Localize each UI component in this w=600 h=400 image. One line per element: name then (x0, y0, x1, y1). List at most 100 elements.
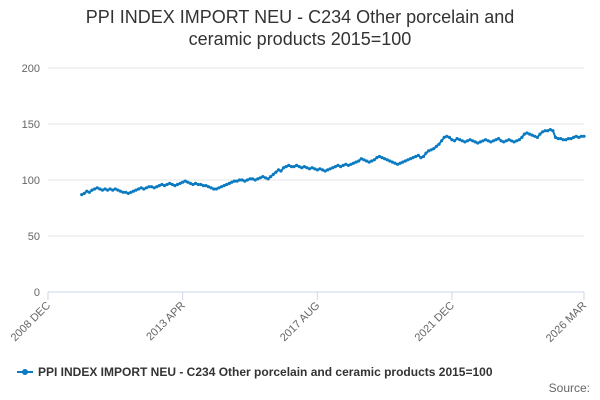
data-point (144, 186, 148, 190)
data-point (157, 184, 161, 188)
data-point (305, 166, 309, 170)
data-point (437, 142, 441, 146)
legend-line-marker-icon (17, 367, 33, 377)
data-point (168, 181, 172, 185)
data-point (235, 179, 239, 183)
data-point (478, 140, 482, 144)
data-point (367, 160, 371, 164)
source-credit[interactable]: Source: (548, 381, 590, 395)
data-point (261, 175, 265, 179)
data-point (359, 157, 363, 161)
data-point (515, 139, 519, 143)
data-point (191, 182, 195, 187)
data-point (546, 129, 550, 133)
data-point (87, 190, 91, 194)
data-point (336, 163, 340, 167)
data-point (525, 131, 529, 135)
data-point (222, 184, 226, 188)
data-point (230, 180, 234, 184)
data-point (186, 180, 190, 184)
data-point (380, 156, 384, 160)
data-point (183, 179, 187, 183)
data-point (204, 184, 208, 188)
data-point (364, 159, 369, 163)
legend[interactable]: PPI INDEX IMPORT NEU - C234 Other porcel… (17, 365, 493, 379)
y-tick-label: 150 (22, 119, 40, 131)
data-point (300, 166, 304, 170)
data-point (276, 168, 281, 172)
data-point (85, 189, 89, 193)
data-point (313, 167, 317, 171)
data-point (486, 139, 490, 143)
data-point (126, 191, 130, 195)
data-point (357, 159, 361, 163)
data-point (564, 138, 568, 142)
data-point (170, 182, 174, 187)
data-point (561, 138, 565, 142)
data-point (465, 139, 470, 143)
data-point (458, 138, 462, 142)
data-point (499, 139, 503, 143)
data-point (323, 169, 327, 173)
data-point (116, 188, 120, 192)
data-point (497, 137, 501, 141)
data-point (219, 185, 224, 189)
data-point (476, 141, 480, 145)
data-point (155, 185, 159, 189)
data-point (447, 135, 451, 139)
data-point (121, 190, 125, 194)
data-point (577, 135, 581, 139)
data-point (489, 140, 493, 144)
data-point (266, 177, 270, 181)
data-point (124, 190, 128, 194)
data-point (162, 184, 167, 188)
x-tick-label: 2008 DEC (9, 300, 53, 344)
data-point (517, 138, 521, 142)
data-point (108, 187, 112, 191)
data-point (351, 161, 356, 165)
data-point (194, 181, 198, 185)
data-point (579, 134, 584, 138)
x-tick-label: 2026 MAR (544, 300, 589, 345)
data-point (232, 179, 236, 183)
data-point (543, 129, 547, 133)
data-point (209, 186, 213, 190)
data-point (509, 139, 514, 143)
data-point (434, 144, 438, 148)
data-point (398, 161, 402, 165)
data-point (214, 187, 218, 191)
data-point (377, 154, 381, 159)
data-point (383, 157, 387, 161)
data-point (90, 188, 94, 192)
data-point (429, 148, 433, 152)
chart-title-line-2: ceramic products 2015=100 (188, 29, 412, 49)
data-point (331, 166, 335, 170)
data-point (256, 177, 260, 181)
data-point (238, 178, 242, 182)
data-point (131, 189, 135, 193)
data-point (341, 163, 345, 167)
data-point (287, 163, 291, 167)
data-point (173, 184, 177, 188)
data-point (318, 167, 322, 171)
data-point (95, 186, 99, 190)
data-point (100, 188, 104, 192)
data-point (354, 160, 358, 164)
data-point (370, 159, 374, 163)
data-point (468, 138, 472, 142)
data-point (533, 134, 537, 138)
data-point (385, 158, 389, 162)
data-point (245, 178, 249, 182)
chart-title-line-1: PPI INDEX IMPORT NEU - C234 Other porcel… (85, 7, 515, 27)
data-point (408, 157, 413, 161)
data-point (181, 180, 185, 184)
data-point (258, 176, 262, 180)
data-point (569, 137, 573, 141)
data-point (393, 161, 397, 165)
data-point (582, 134, 586, 138)
data-point (98, 187, 102, 191)
data-point (227, 181, 231, 185)
data-point (295, 163, 299, 167)
data-point (494, 138, 498, 142)
